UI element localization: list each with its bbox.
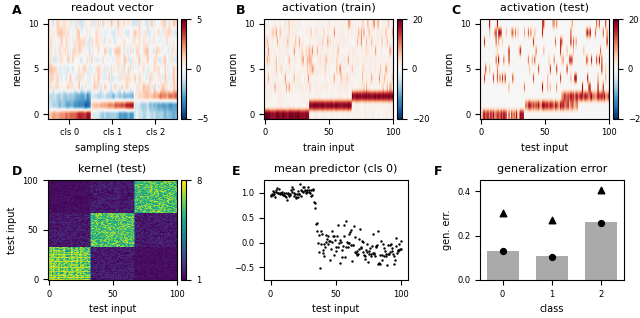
Text: A: A bbox=[12, 4, 22, 17]
Bar bbox=[586, 222, 618, 280]
Title: kernel (test): kernel (test) bbox=[78, 164, 147, 174]
Bar bbox=[486, 251, 518, 280]
Y-axis label: test input: test input bbox=[7, 206, 17, 254]
Title: activation (train): activation (train) bbox=[282, 3, 375, 13]
Title: readout vector: readout vector bbox=[71, 3, 154, 13]
X-axis label: test input: test input bbox=[89, 304, 136, 314]
Y-axis label: gen. err.: gen. err. bbox=[442, 210, 452, 250]
Title: generalization error: generalization error bbox=[497, 164, 607, 174]
Point bbox=[497, 211, 508, 216]
Text: C: C bbox=[452, 4, 461, 17]
X-axis label: test input: test input bbox=[521, 143, 568, 153]
Y-axis label: neuron: neuron bbox=[12, 52, 22, 86]
Point bbox=[497, 249, 508, 254]
X-axis label: test input: test input bbox=[312, 304, 360, 314]
Text: B: B bbox=[236, 4, 245, 17]
Point bbox=[596, 188, 607, 193]
Title: mean predictor (cls 0): mean predictor (cls 0) bbox=[275, 164, 397, 174]
Point bbox=[596, 221, 607, 226]
Title: activation (test): activation (test) bbox=[500, 3, 589, 13]
Text: E: E bbox=[232, 165, 241, 178]
X-axis label: sampling steps: sampling steps bbox=[76, 143, 150, 153]
Y-axis label: neuron: neuron bbox=[228, 52, 238, 86]
Bar bbox=[536, 255, 568, 280]
X-axis label: train input: train input bbox=[303, 143, 354, 153]
Text: D: D bbox=[12, 165, 22, 178]
Point bbox=[547, 218, 557, 223]
Point bbox=[547, 254, 557, 259]
Text: F: F bbox=[434, 165, 442, 178]
Y-axis label: neuron: neuron bbox=[444, 52, 454, 86]
X-axis label: class: class bbox=[540, 304, 564, 314]
